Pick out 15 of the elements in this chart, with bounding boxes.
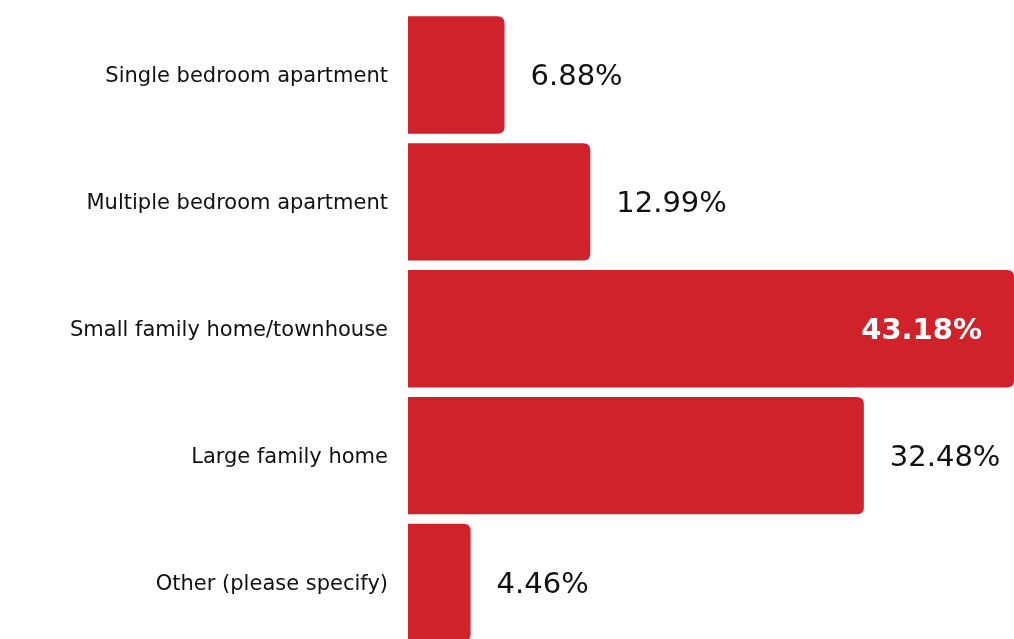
- y-tick-label: Single bedroom apartment: [105, 63, 388, 88]
- bar: [408, 396, 864, 515]
- bar: [408, 270, 1014, 388]
- bar: [408, 16, 505, 134]
- data-label: 6.88%: [530, 58, 623, 93]
- bar: [408, 523, 471, 639]
- data-label: 32.48%: [889, 438, 1001, 473]
- data-label: 43.18%: [861, 311, 982, 346]
- data-label: 12.99%: [616, 185, 727, 220]
- y-tick-label: Multiple bedroom apartment: [86, 190, 388, 215]
- y-tick-label: Large family home: [191, 443, 388, 468]
- data-label: 4.46%: [496, 565, 589, 600]
- bar: [408, 143, 591, 261]
- y-tick-label: Small family home/townhouse: [70, 317, 388, 342]
- y-tick-label: Other (please specify): [155, 570, 388, 595]
